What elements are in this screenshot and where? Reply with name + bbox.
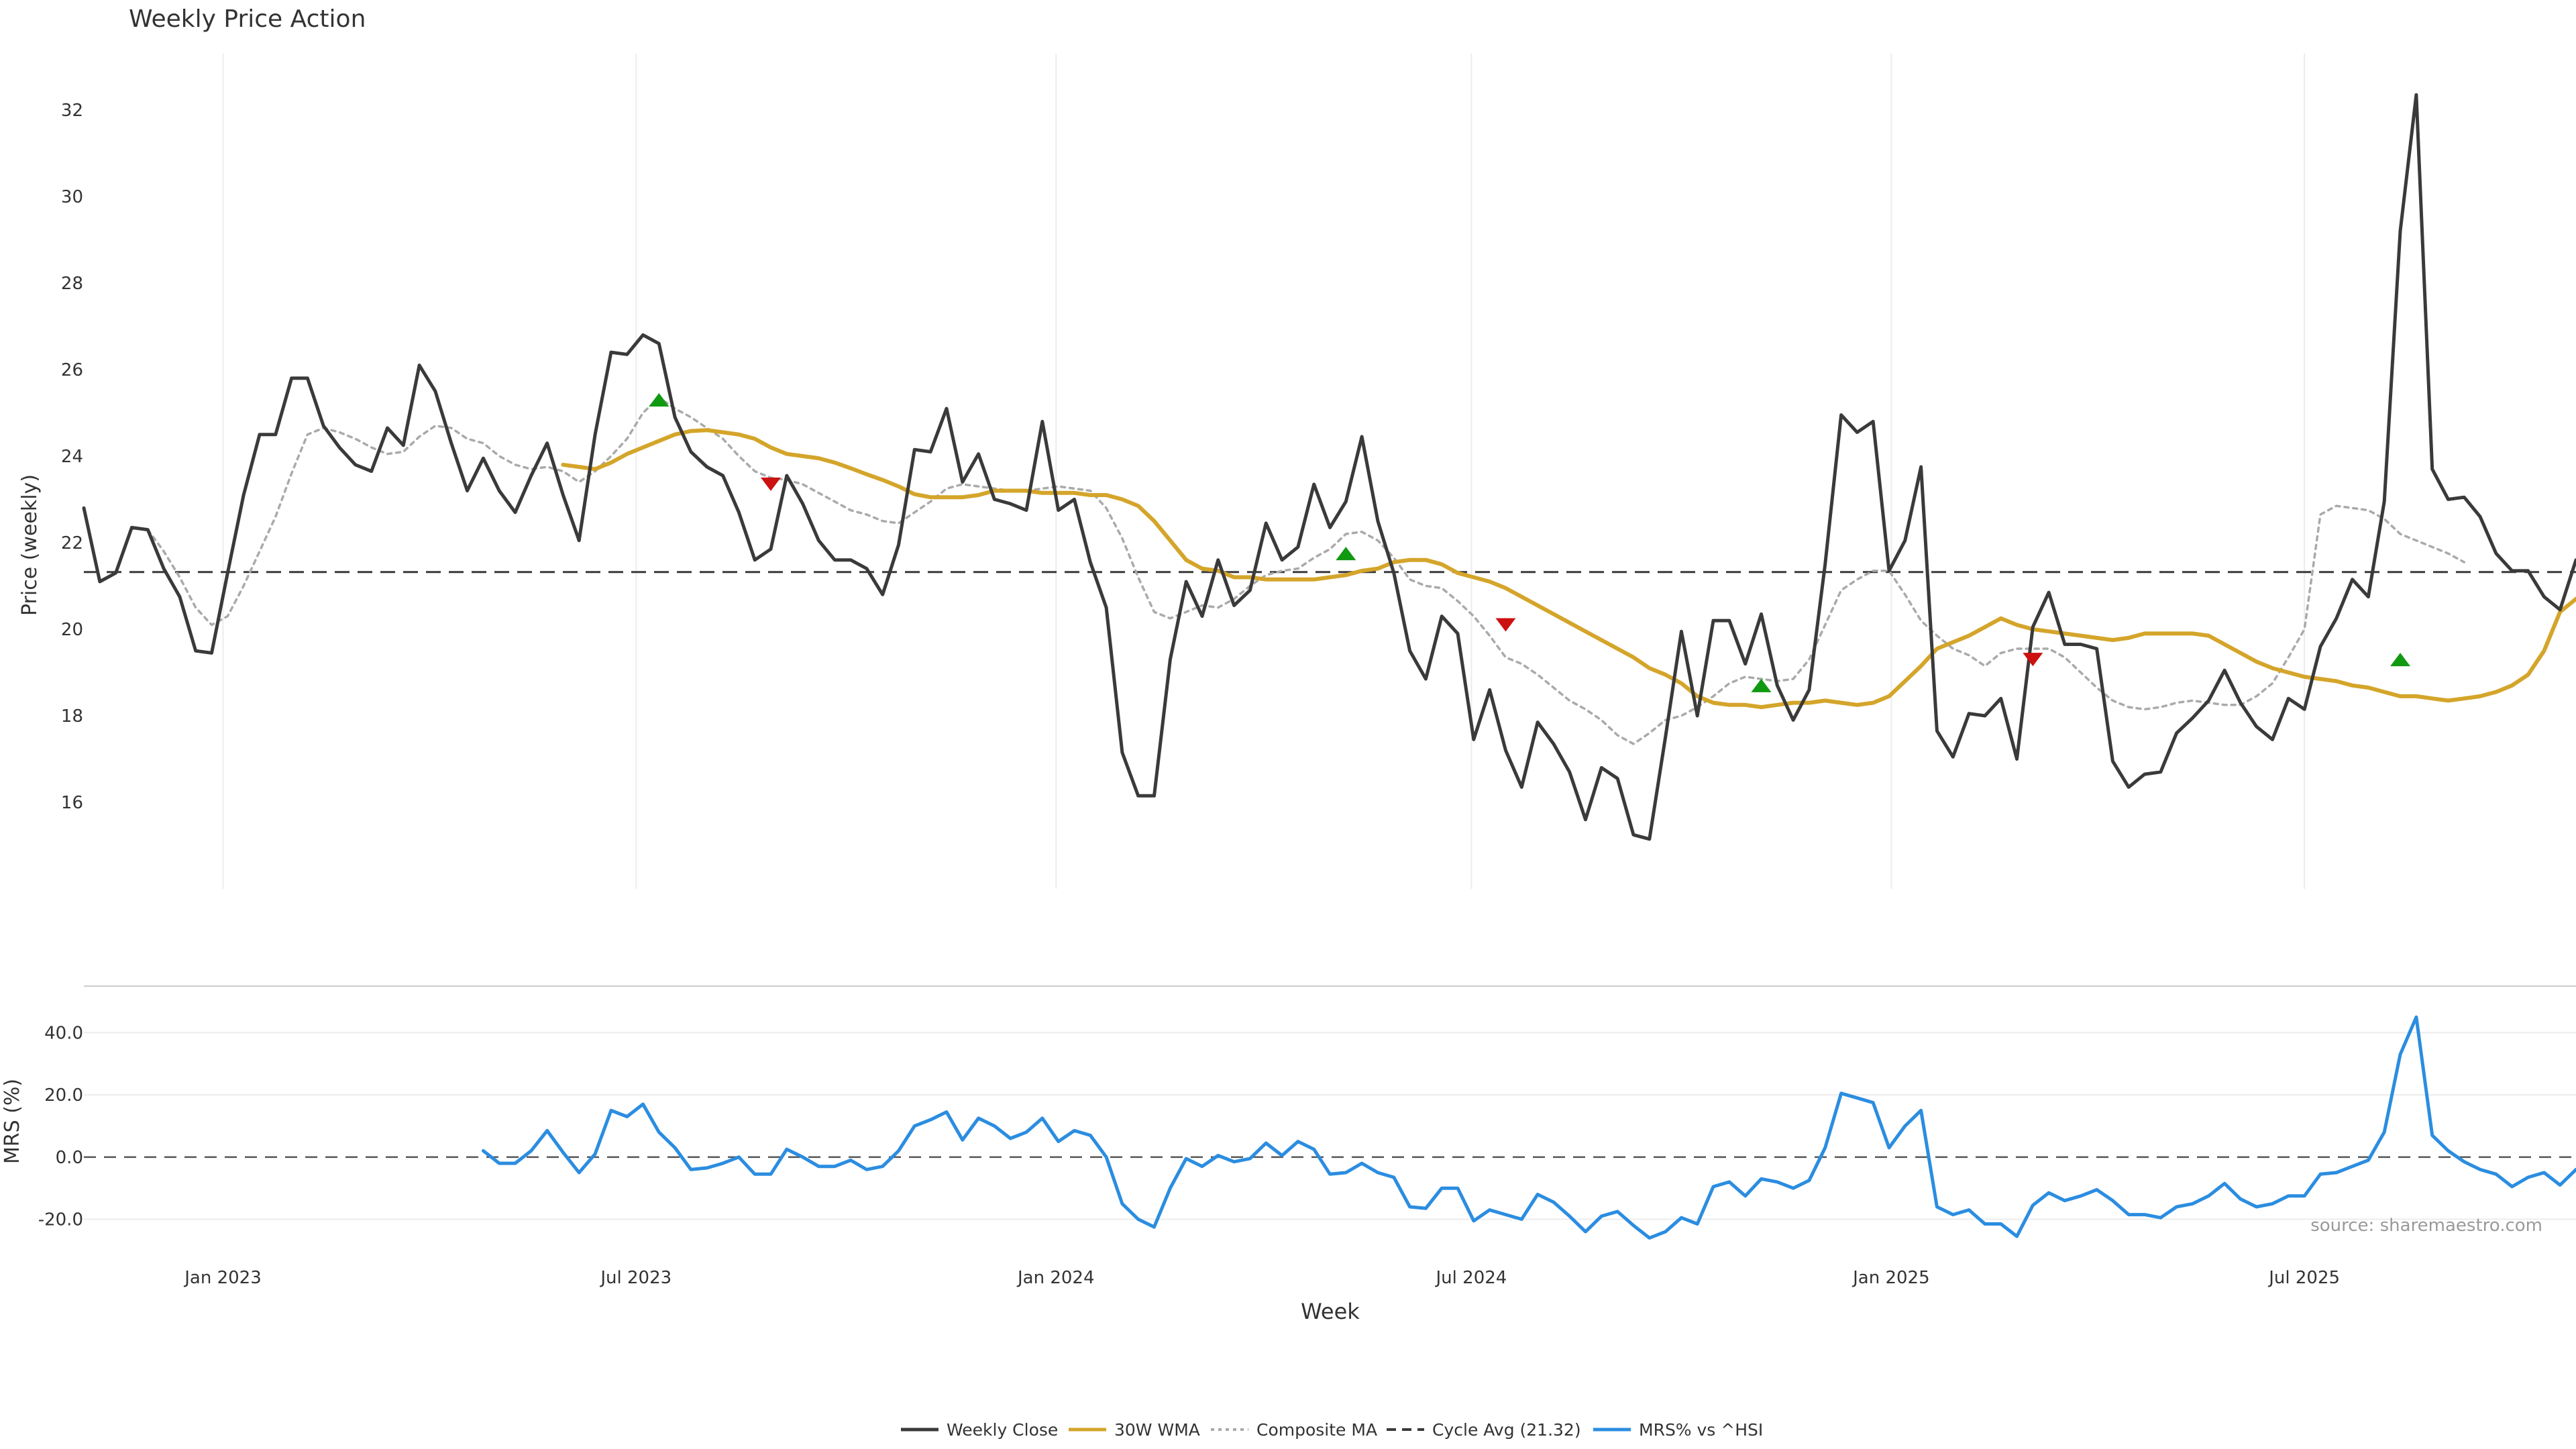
sell-signal-marker [1495,618,1516,632]
price-y-tick-label: 28 [61,274,83,294]
price-series-layer [82,93,2576,841]
buy-signal-marker [1751,678,1772,692]
legend: Weekly Close 30W WMA Composite MA Cycle Avg… [901,1420,1763,1440]
composite-ma-series-line [146,396,2466,745]
mrs-y-tick-label: -20.0 [38,1210,83,1230]
price-y-tick-label: 18 [61,706,83,727]
source-note: source: sharemaestro.com [2310,1216,2542,1236]
buy-signal-marker [649,393,669,407]
price-y-tick-label: 16 [61,793,83,813]
x-tick-label: Jul 2024 [1435,1268,1507,1288]
legend-label-weekly-close: Weekly Close [947,1420,1058,1440]
30w-wma-series-line [561,428,2576,710]
price-y-tick-label: 30 [61,187,83,207]
x-axis-label: Week [1301,1299,1360,1324]
mrs-y-ticks: -20.0 0.0 20.0 40.0 [38,1023,83,1230]
chart-title: Weekly Price Action [129,5,366,33]
mrs-y-tick-label: 40.0 [44,1023,83,1043]
sell-signal-marker [2023,653,2043,667]
price-y-tick-label: 32 [61,101,83,121]
price-y-axis-label: Price (weekly) [18,474,42,616]
weekly-close-series-line [82,93,2576,841]
x-tick-label: Jul 2025 [2267,1268,2340,1288]
signal-markers [649,393,2411,692]
x-tick-label: Jul 2023 [599,1268,672,1288]
mrs-y-axis-label: MRS (%) [1,1079,24,1164]
mrs-series-layer [481,1015,2576,1240]
x-axis-ticks: Jan 2023 Jul 2023 Jan 2024 Jul 2024 Jan 2025… [183,1268,2340,1288]
price-y-tick-label: 22 [61,533,83,553]
legend-label-composite-ma: Composite MA [1256,1420,1377,1440]
buy-signal-marker [1336,547,1356,561]
mrs-panel: -20.0 0.0 20.0 40.0 [38,1015,2576,1240]
price-gridlines [222,54,2306,889]
x-tick-label: Jan 2025 [1851,1268,1930,1288]
legend-label-30w-wma: 30W WMA [1114,1420,1200,1440]
price-y-ticks: 16 18 20 22 24 26 28 30 32 [61,101,83,813]
price-y-tick-label: 20 [61,620,83,640]
price-panel: 16 18 20 22 24 26 28 30 32 [61,54,2576,889]
price-y-tick-label: 24 [61,447,83,467]
sell-signal-marker [761,477,782,491]
mrs-gridlines [84,1032,2576,1220]
x-tick-label: Jan 2023 [183,1268,262,1288]
mrs-series-line [481,1015,2576,1240]
mrs-y-tick-label: 0.0 [56,1148,83,1168]
buy-signal-marker [2390,653,2411,667]
price-y-tick-label: 26 [61,360,83,380]
x-tick-label: Jan 2024 [1016,1268,1095,1288]
legend-label-cycle-avg-21-32: Cycle Avg (21.32) [1432,1420,1581,1440]
legend-label-mrs-vs-hsi: MRS% vs ^HSI [1639,1420,1763,1440]
mrs-y-tick-label: 20.0 [44,1085,83,1106]
